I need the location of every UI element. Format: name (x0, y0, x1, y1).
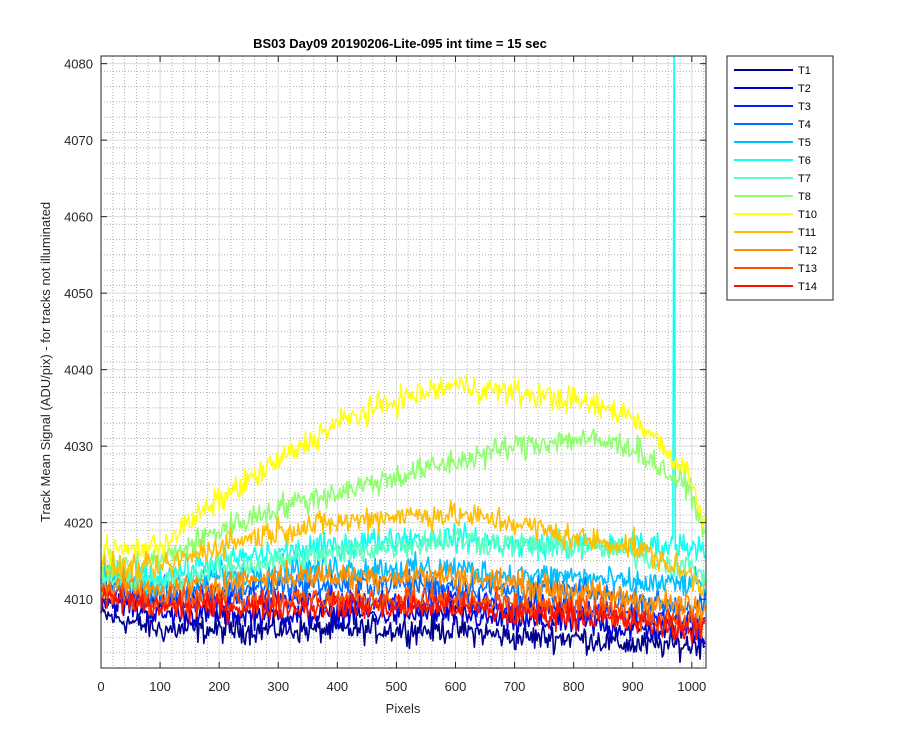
series-line-t14 (100, 587, 706, 644)
legend-label-t6: T6 (798, 155, 811, 167)
legend-label-t11: T11 (798, 227, 816, 239)
y-tick-label: 4060 (64, 210, 93, 225)
axes-box (100, 55, 707, 669)
x-tick-label: 1000 (677, 679, 706, 694)
tick-marks (100, 56, 706, 668)
legend-label-t2: T2 (798, 83, 811, 95)
legend-label-t13: T13 (798, 263, 817, 275)
x-tick-label: 800 (563, 679, 585, 694)
x-tick-label: 100 (149, 679, 171, 694)
x-tick-label: 600 (445, 679, 467, 694)
legend-label-t12: T12 (798, 245, 817, 257)
y-tick-label: 4020 (64, 516, 93, 531)
x-tick-label: 700 (504, 679, 526, 694)
series-line-t11 (100, 500, 706, 597)
chart-title: BS03 Day09 20190206-Lite-095 int time = … (253, 36, 547, 51)
y-tick-label: 4070 (64, 133, 93, 148)
x-tick-label: 900 (622, 679, 644, 694)
legend-label-t1: T1 (798, 65, 811, 77)
legend-label-t8: T8 (798, 191, 811, 203)
series-line-t1 (100, 602, 706, 664)
legend: T1 T2 T3 T4 T5 T6 T7 T8 T10 T11 T12 T13 T14 (726, 55, 834, 301)
y-tick-label: 4010 (64, 592, 93, 607)
y-tick-label: 4030 (64, 439, 93, 454)
plot-lines (100, 55, 706, 664)
legend-label-t10: T10 (798, 209, 817, 221)
x-tick-label: 500 (386, 679, 408, 694)
y-tick-label: 4080 (64, 57, 93, 72)
legend-label-t14: T14 (798, 281, 817, 293)
x-axis-label: Pixels (386, 701, 421, 716)
x-tick-label: 0 (97, 679, 104, 694)
series-line-t12 (100, 559, 706, 624)
series-line-t6 (100, 55, 706, 592)
legend-label-t4: T4 (798, 119, 811, 131)
y-tick-label: 4040 (64, 363, 93, 378)
x-tick-label: 400 (326, 679, 348, 694)
y-axis-label: Track Mean Signal (ADU/pix) - for tracks… (38, 202, 53, 522)
series-line-t10 (100, 374, 706, 568)
legend-label-t3: T3 (798, 101, 811, 113)
legend-label-t5: T5 (798, 137, 811, 149)
series-line-t7 (100, 527, 706, 599)
y-tick-label: 4050 (64, 286, 93, 301)
x-tick-label: 200 (208, 679, 230, 694)
tick-labels: 0 100 200 300 400 500 600 700 800 900 1000 4010 4020… (64, 57, 706, 694)
x-tick-label: 300 (267, 679, 289, 694)
legend-label-t7: T7 (798, 173, 811, 185)
